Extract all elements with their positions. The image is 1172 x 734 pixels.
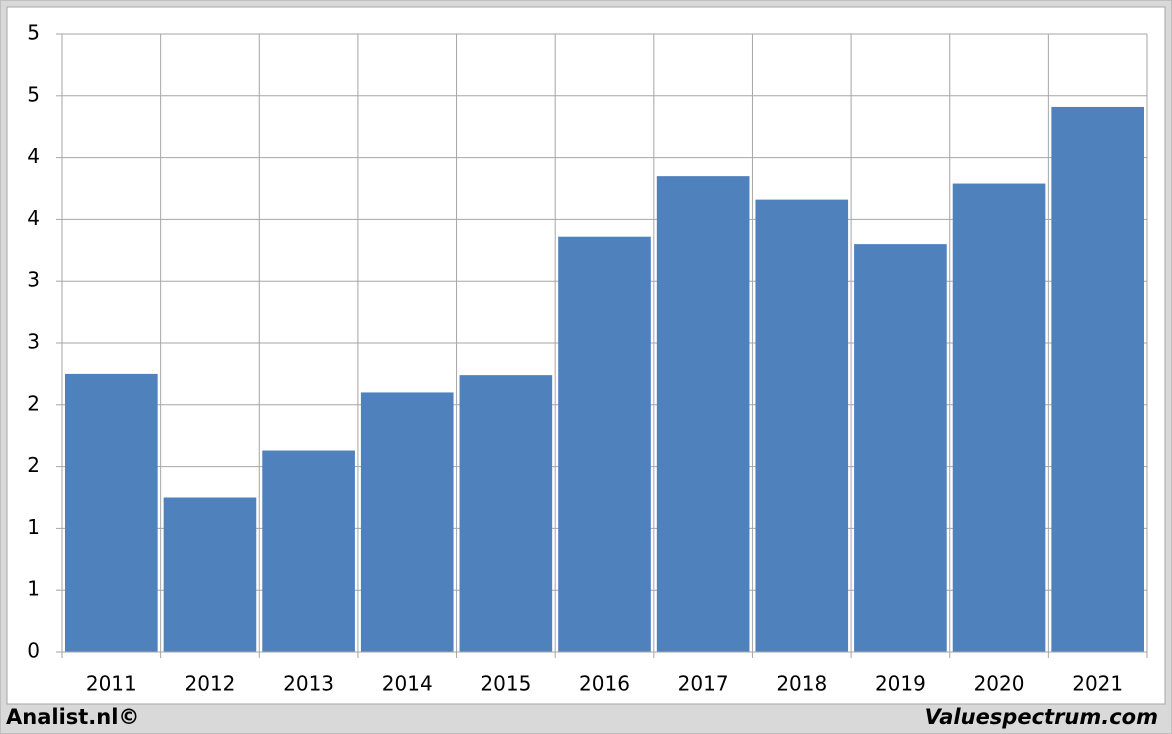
x-tick-label: 2013 (283, 672, 334, 696)
bar (656, 176, 750, 652)
y-tick-label: 4 (27, 144, 40, 168)
y-tick-label: 2 (27, 391, 40, 415)
bar (755, 199, 849, 652)
footer-right: Valuespectrum.com (925, 705, 1158, 729)
bar (459, 375, 553, 652)
x-tick-label: 2012 (185, 672, 236, 696)
bar (1051, 106, 1144, 652)
x-tick-label: 2011 (86, 672, 137, 696)
x-tick-label: 2014 (382, 672, 433, 696)
x-tick-label: 2017 (678, 672, 729, 696)
bar (262, 450, 355, 652)
x-tick-label: 2021 (1072, 672, 1123, 696)
bar (558, 236, 651, 653)
y-tick-label: 5 (27, 82, 40, 106)
x-tick-label: 2018 (776, 672, 827, 696)
x-tick-label: 2015 (480, 672, 531, 696)
y-tick-label: 0 (27, 639, 40, 663)
y-tick-label: 1 (27, 577, 40, 601)
y-tick-label: 3 (27, 330, 40, 354)
x-tick-label: 2020 (974, 672, 1025, 696)
bar (65, 373, 158, 652)
footer-left: Analist.nl© (6, 705, 139, 729)
y-tick-label: 4 (27, 206, 40, 230)
x-tick-label: 2016 (579, 672, 630, 696)
bar (854, 244, 947, 652)
bar (952, 183, 1046, 652)
y-tick-label: 3 (27, 268, 40, 292)
bar (360, 392, 454, 652)
y-tick-label: 1 (27, 515, 40, 539)
y-tick-label: 2 (27, 453, 40, 477)
x-tick-label: 2019 (875, 672, 926, 696)
y-tick-label: 5 (27, 21, 40, 45)
bar (163, 497, 257, 652)
